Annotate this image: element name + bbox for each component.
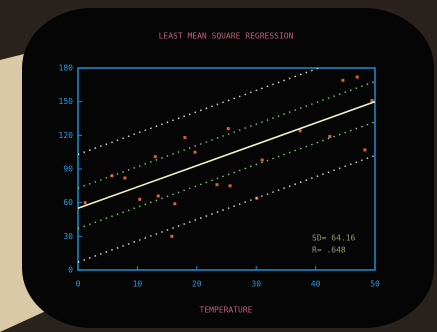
x-tick-label: 20 bbox=[192, 280, 202, 289]
annotation: R= .648 bbox=[312, 246, 346, 255]
x-tick-label: 0 bbox=[76, 280, 81, 289]
regression-line bbox=[78, 100, 375, 210]
chart-title: LEAST MEAN SQUARE REGRESSION bbox=[159, 32, 294, 41]
data-point bbox=[328, 134, 332, 138]
data-point bbox=[228, 184, 232, 188]
data-point bbox=[370, 99, 374, 103]
data-point bbox=[173, 202, 177, 206]
data-point bbox=[123, 176, 127, 180]
data-point bbox=[83, 201, 87, 205]
y-tick-label: 0 bbox=[68, 266, 73, 275]
annotation: SD= 64.16 bbox=[312, 234, 356, 243]
data-point bbox=[363, 148, 367, 152]
data-point bbox=[183, 136, 187, 140]
y-tick-label: 180 bbox=[59, 64, 74, 73]
y-tick-label: 120 bbox=[59, 131, 74, 140]
y-tick-label: 150 bbox=[59, 97, 74, 106]
data-point bbox=[298, 129, 302, 133]
y-tick-label: 60 bbox=[63, 198, 73, 207]
data-point bbox=[193, 150, 197, 154]
x-tick-label: 10 bbox=[133, 280, 143, 289]
data-point bbox=[341, 78, 345, 82]
confidence-band bbox=[78, 68, 321, 156]
data-point bbox=[215, 183, 219, 187]
x-tick-label: 50 bbox=[370, 280, 380, 289]
y-tick-label: 30 bbox=[63, 232, 73, 241]
data-point bbox=[226, 127, 230, 131]
data-point bbox=[153, 155, 157, 159]
data-point bbox=[260, 158, 264, 162]
crt-screen bbox=[22, 8, 434, 328]
data-point bbox=[170, 234, 174, 238]
data-point bbox=[156, 194, 160, 198]
x-axis-label: TEMPERATURE bbox=[200, 306, 253, 315]
data-point bbox=[355, 75, 359, 79]
y-tick-label: 90 bbox=[63, 165, 73, 174]
x-tick-label: 40 bbox=[311, 280, 321, 289]
x-tick-label: 30 bbox=[251, 280, 261, 289]
data-point bbox=[138, 197, 142, 201]
